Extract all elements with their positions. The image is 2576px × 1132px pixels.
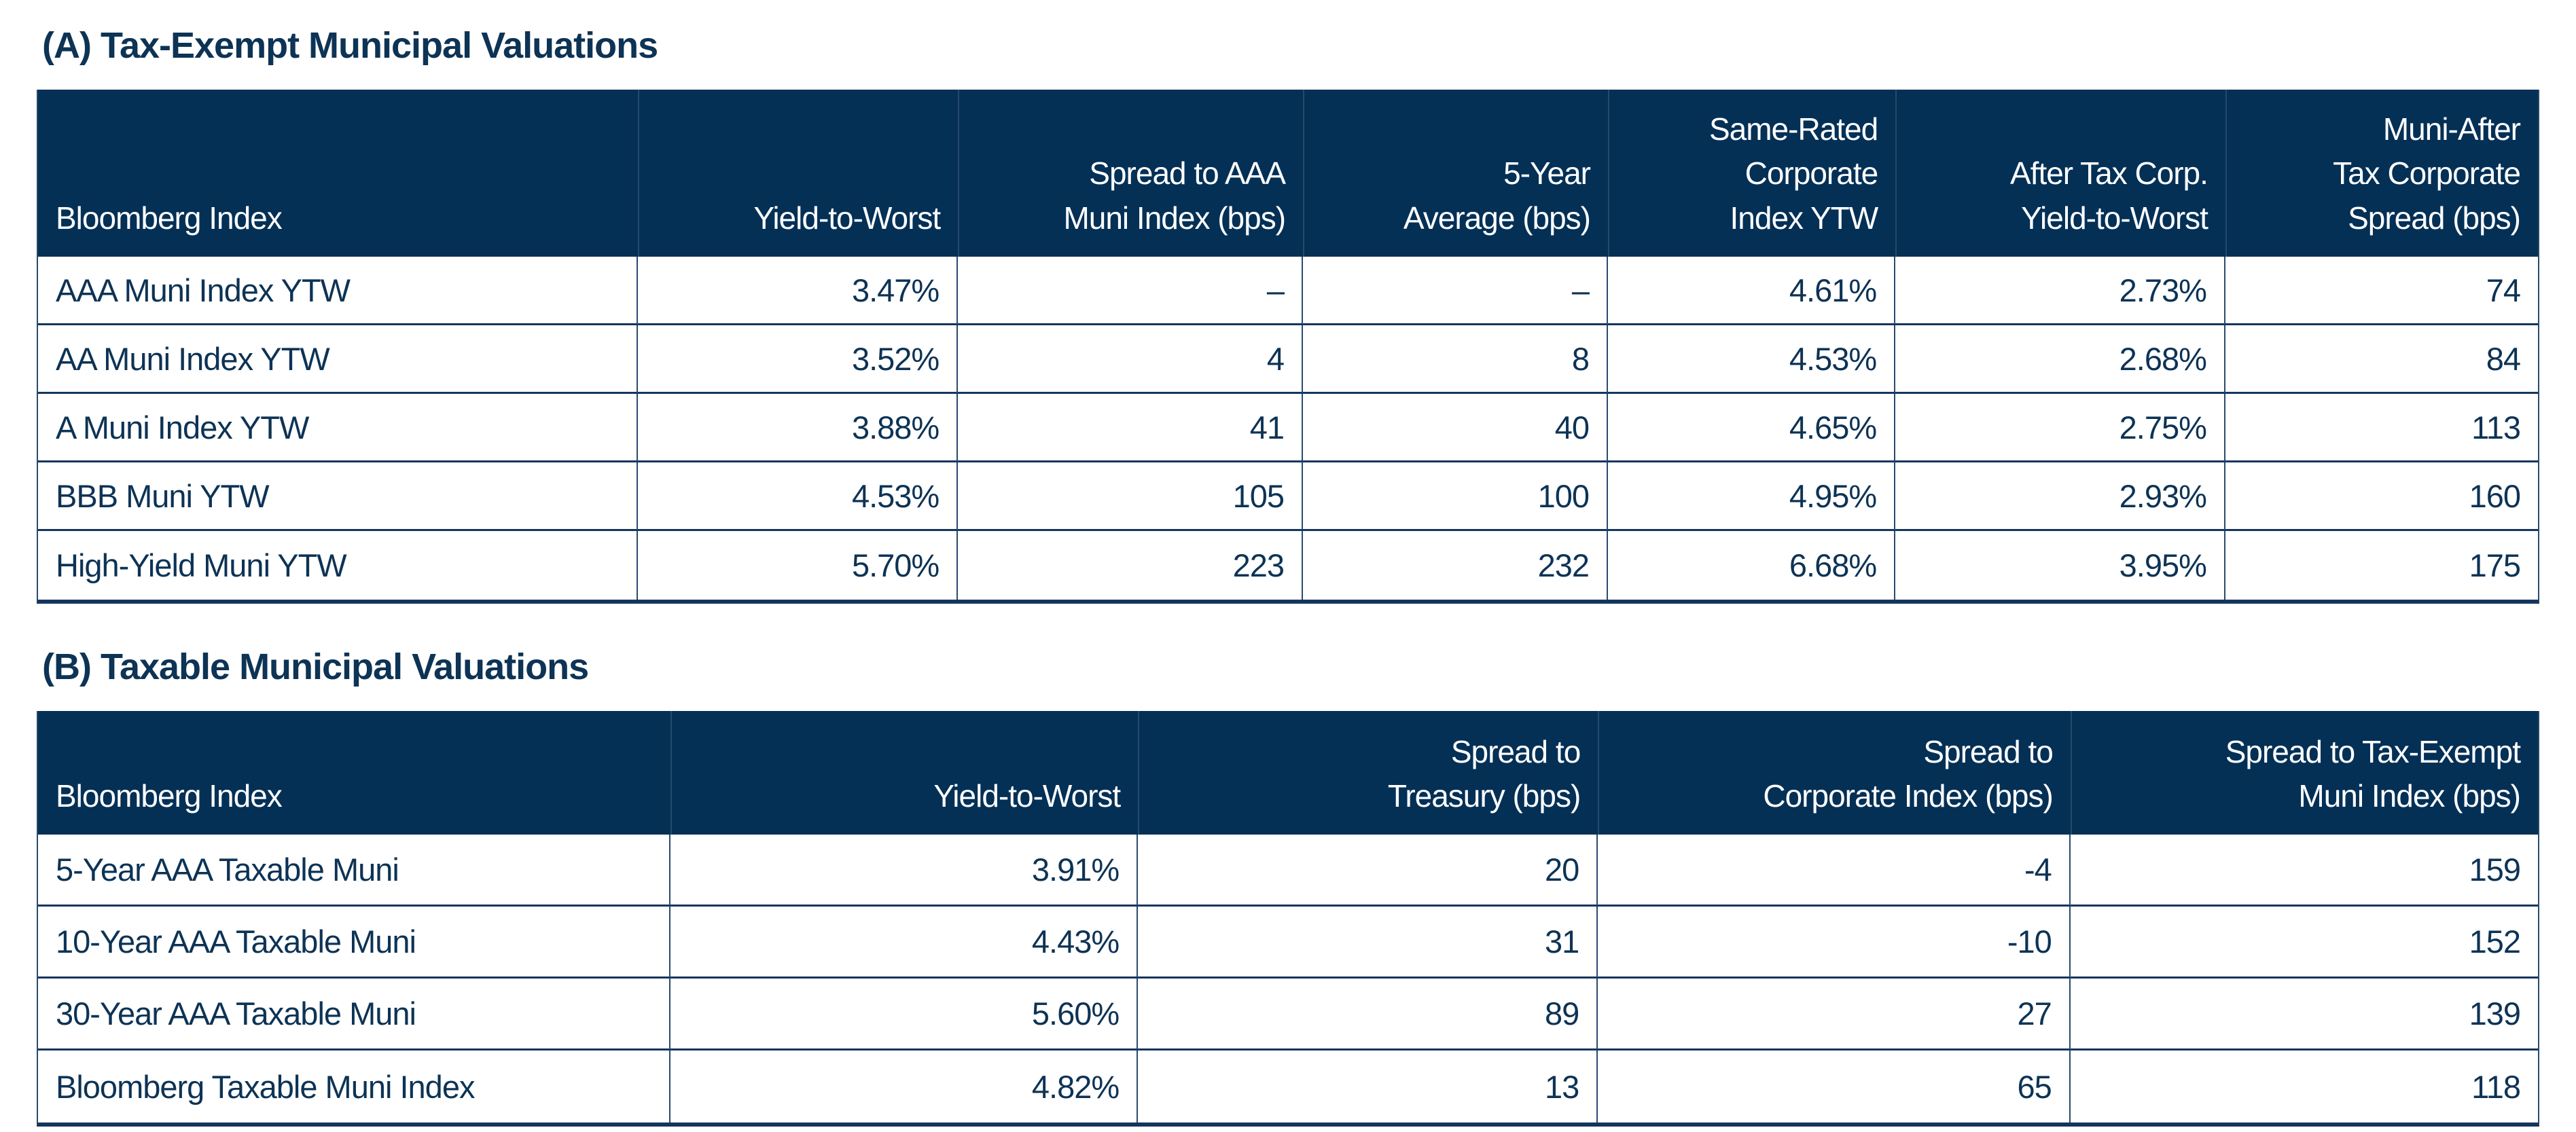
- cell-yield-to-worst: 3.52%: [638, 325, 959, 395]
- cell-5yr-average: 8: [1303, 325, 1608, 395]
- cell-yield-to-worst: 5.60%: [670, 979, 1139, 1051]
- section-b-title: (B) Taxable Municipal Valuations: [42, 646, 589, 688]
- column-header-same-rated-corporate: Same-Rated Corporate Index YTW: [1608, 90, 1896, 257]
- column-header-muni-after-tax-spread: Muni-After Tax Corporate Spread (bps): [2225, 90, 2538, 257]
- cell-spread-treasury: 89: [1138, 979, 1598, 1051]
- cell-5yr-average: 232: [1303, 531, 1608, 600]
- column-header-yield-to-worst: Yield-to-Worst: [670, 711, 1139, 835]
- column-header-after-tax-corp: After Tax Corp. Yield-to-Worst: [1895, 90, 2225, 257]
- cell-5yr-average: –: [1303, 257, 1608, 326]
- row-label: Bloomberg Taxable Muni Index: [38, 1051, 671, 1123]
- table-row-bbb-muni: BBB Muni YTW 4.53% 105 100 4.95% 2.93% 1…: [38, 462, 2538, 532]
- cell-muni-after-tax-spread: 175: [2225, 531, 2538, 600]
- table-row-30yr-taxable: 30-Year AAA Taxable Muni 5.60% 89 27 139: [38, 979, 2538, 1051]
- table-row-aa-muni: AA Muni Index YTW 3.52% 4 8 4.53% 2.68% …: [38, 325, 2538, 395]
- column-header-yield-to-worst: Yield-to-Worst: [638, 90, 959, 257]
- cell-spread-corporate: -10: [1598, 907, 2071, 979]
- row-label: 10-Year AAA Taxable Muni: [38, 907, 671, 979]
- cell-yield-to-worst: 5.70%: [638, 531, 959, 600]
- column-header-bloomberg-index: Bloomberg Index: [38, 711, 671, 835]
- taxable-valuations-table: Bloomberg Index Yield-to-Worst Spread to…: [37, 711, 2539, 1127]
- row-label: 5-Year AAA Taxable Muni: [38, 835, 671, 907]
- cell-muni-after-tax-spread: 160: [2225, 462, 2538, 532]
- cell-yield-to-worst: 3.47%: [638, 257, 959, 326]
- cell-muni-after-tax-spread: 74: [2225, 257, 2538, 326]
- cell-after-tax-ytw: 2.75%: [1895, 394, 2225, 463]
- row-label: AA Muni Index YTW: [38, 325, 639, 395]
- cell-spread-corporate: 65: [1598, 1051, 2071, 1123]
- column-header-spread-to-corporate: Spread to Corporate Index (bps): [1598, 711, 2071, 835]
- cell-spread-to-aaa: 223: [958, 531, 1304, 600]
- column-header-spread-to-aaa-muni: Spread to AAA Muni Index (bps): [958, 90, 1304, 257]
- row-label: AAA Muni Index YTW: [38, 257, 639, 326]
- cell-spread-to-aaa: –: [958, 257, 1304, 326]
- cell-spread-corporate: -4: [1598, 835, 2071, 907]
- cell-spread-treasury: 31: [1138, 907, 1598, 979]
- row-label: A Muni Index YTW: [38, 394, 639, 463]
- cell-spread-tax-exempt: 152: [2070, 907, 2538, 979]
- table-row-high-yield-muni: High-Yield Muni YTW 5.70% 223 232 6.68% …: [38, 531, 2538, 600]
- column-header-spread-to-tax-exempt: Spread to Tax-Exempt Muni Index (bps): [2070, 711, 2538, 835]
- column-header-5-year-average: 5-Year Average (bps): [1303, 90, 1608, 257]
- tax-exempt-valuations-table: Bloomberg Index Yield-to-Worst Spread to…: [37, 90, 2539, 604]
- table-b-header-row: Bloomberg Index Yield-to-Worst Spread to…: [38, 711, 2538, 835]
- cell-5yr-average: 100: [1303, 462, 1608, 532]
- cell-after-tax-ytw: 2.73%: [1895, 257, 2225, 326]
- table-row-taxable-muni-index: Bloomberg Taxable Muni Index 4.82% 13 65…: [38, 1051, 2538, 1123]
- cell-yield-to-worst: 4.53%: [638, 462, 959, 532]
- cell-muni-after-tax-spread: 113: [2225, 394, 2538, 463]
- cell-after-tax-ytw: 3.95%: [1895, 531, 2225, 600]
- column-header-spread-to-treasury: Spread to Treasury (bps): [1138, 711, 1598, 835]
- cell-spread-treasury: 20: [1138, 835, 1598, 907]
- cell-spread-corporate: 27: [1598, 979, 2071, 1051]
- cell-yield-to-worst: 3.91%: [670, 835, 1139, 907]
- cell-yield-to-worst: 4.82%: [670, 1051, 1139, 1123]
- cell-spread-to-aaa: 41: [958, 394, 1304, 463]
- cell-corp-index-ytw: 4.61%: [1608, 257, 1896, 326]
- table-row-5yr-taxable: 5-Year AAA Taxable Muni 3.91% 20 -4 159: [38, 835, 2538, 907]
- cell-muni-after-tax-spread: 84: [2225, 325, 2538, 395]
- cell-after-tax-ytw: 2.93%: [1895, 462, 2225, 532]
- row-label: 30-Year AAA Taxable Muni: [38, 979, 671, 1051]
- cell-spread-tax-exempt: 118: [2070, 1051, 2538, 1123]
- cell-spread-to-aaa: 4: [958, 325, 1304, 395]
- cell-corp-index-ytw: 6.68%: [1608, 531, 1896, 600]
- cell-spread-treasury: 13: [1138, 1051, 1598, 1123]
- cell-corp-index-ytw: 4.53%: [1608, 325, 1896, 395]
- cell-corp-index-ytw: 4.65%: [1608, 394, 1896, 463]
- cell-5yr-average: 40: [1303, 394, 1608, 463]
- cell-yield-to-worst: 3.88%: [638, 394, 959, 463]
- table-row-aaa-muni: AAA Muni Index YTW 3.47% – – 4.61% 2.73%…: [38, 257, 2538, 326]
- cell-yield-to-worst: 4.43%: [670, 907, 1139, 979]
- section-a-title: (A) Tax-Exempt Municipal Valuations: [42, 25, 658, 66]
- table-row-10yr-taxable: 10-Year AAA Taxable Muni 4.43% 31 -10 15…: [38, 907, 2538, 979]
- row-label: High-Yield Muni YTW: [38, 531, 639, 600]
- cell-corp-index-ytw: 4.95%: [1608, 462, 1896, 532]
- table-a-header-row: Bloomberg Index Yield-to-Worst Spread to…: [38, 90, 2538, 257]
- cell-spread-to-aaa: 105: [958, 462, 1304, 532]
- table-row-a-muni: A Muni Index YTW 3.88% 41 40 4.65% 2.75%…: [38, 394, 2538, 463]
- column-header-bloomberg-index: Bloomberg Index: [38, 90, 639, 257]
- cell-after-tax-ytw: 2.68%: [1895, 325, 2225, 395]
- cell-spread-tax-exempt: 159: [2070, 835, 2538, 907]
- cell-spread-tax-exempt: 139: [2070, 979, 2538, 1051]
- row-label: BBB Muni YTW: [38, 462, 639, 532]
